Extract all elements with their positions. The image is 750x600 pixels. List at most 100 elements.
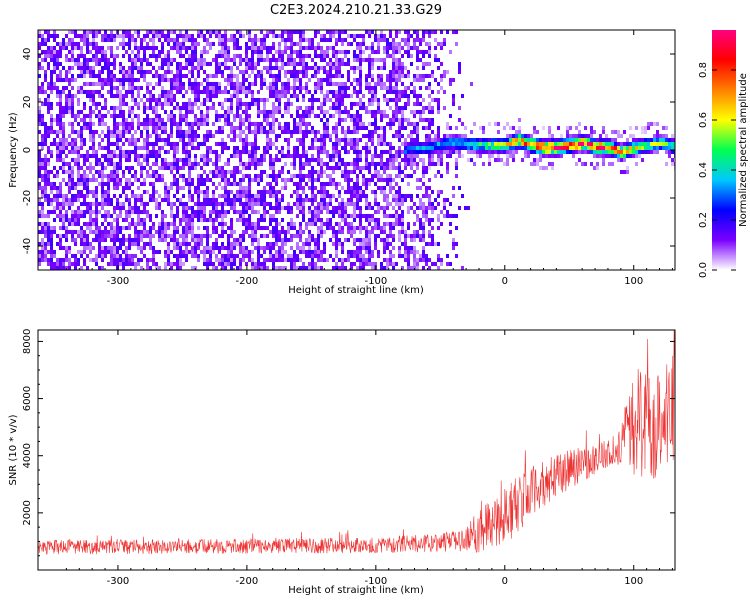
heatmap-cell <box>245 226 248 230</box>
heatmap-cell <box>260 162 263 166</box>
heatmap-cell <box>116 94 119 98</box>
heatmap-cell <box>71 94 74 98</box>
heatmap-cell <box>80 74 83 78</box>
heatmap-cell <box>356 246 359 250</box>
heatmap-cell <box>377 162 380 166</box>
heatmap-cell <box>299 258 302 262</box>
heatmap-cell <box>200 34 203 38</box>
heatmap-cell <box>413 142 416 146</box>
heatmap-cell <box>194 54 197 58</box>
heatmap-cell <box>233 182 236 186</box>
heatmap-cell <box>83 66 86 70</box>
heatmap-cell <box>239 30 242 34</box>
heatmap-cell <box>431 130 434 134</box>
heatmap-cell <box>134 266 137 270</box>
heatmap-cell <box>131 174 134 178</box>
heatmap-cell <box>437 146 440 150</box>
heatmap-cell <box>140 222 143 226</box>
heatmap-cell <box>158 150 161 154</box>
heatmap-cell <box>332 34 335 38</box>
heatmap-cell <box>380 174 383 178</box>
heatmap-cell <box>149 230 152 234</box>
heatmap-cell <box>272 74 275 78</box>
heatmap-cell <box>173 154 176 158</box>
heatmap-cell <box>332 30 335 34</box>
heatmap-cell <box>272 54 275 58</box>
heatmap-cell <box>95 42 98 46</box>
heatmap-cell <box>422 234 425 238</box>
heatmap-cell <box>149 30 152 34</box>
heatmap-cell <box>413 130 416 134</box>
heatmap-cell <box>242 222 245 226</box>
heatmap-cell <box>419 186 422 190</box>
heatmap-cell <box>395 82 398 86</box>
heatmap-cell <box>335 62 338 66</box>
heatmap-cell <box>98 78 101 82</box>
heatmap-cell <box>38 30 41 34</box>
heatmap-cell <box>155 46 158 50</box>
heatmap-cell <box>299 142 302 146</box>
heatmap-cell <box>407 142 410 146</box>
heatmap-cell <box>257 70 260 74</box>
heatmap-cell <box>317 174 320 178</box>
heatmap-cell <box>62 226 65 230</box>
heatmap-cell <box>44 162 47 166</box>
heatmap-cell <box>38 150 41 154</box>
heatmap-cell <box>209 250 212 254</box>
heatmap-cell <box>77 54 80 58</box>
heatmap-cell <box>338 190 341 194</box>
heatmap-cell <box>182 254 185 258</box>
heatmap-cell <box>83 238 86 242</box>
heatmap-cell <box>311 130 314 134</box>
heatmap-cell <box>278 238 281 242</box>
heatmap-cell <box>296 146 299 150</box>
heatmap-cell <box>230 94 233 98</box>
heatmap-cell <box>161 174 164 178</box>
heatmap-cell <box>116 126 119 130</box>
heatmap-cell <box>116 226 119 230</box>
heatmap-cell <box>62 114 65 118</box>
heatmap-cell <box>326 98 329 102</box>
heatmap-cell <box>53 266 56 270</box>
heatmap-cell <box>47 214 50 218</box>
heatmap-cell <box>434 98 437 102</box>
heatmap-cell <box>215 82 218 86</box>
heatmap-cell <box>332 150 335 154</box>
heatmap-cell <box>374 222 377 226</box>
heatmap-cell <box>125 130 128 134</box>
heatmap-cell <box>161 130 164 134</box>
heatmap-cell <box>92 194 95 198</box>
heatmap-cell <box>374 82 377 86</box>
heatmap-cell <box>230 226 233 230</box>
heatmap-cell <box>245 94 248 98</box>
heatmap-cell <box>431 138 434 142</box>
heatmap-cell <box>401 82 404 86</box>
heatmap-cell <box>377 106 380 110</box>
heatmap-cell <box>53 254 56 258</box>
heatmap-cell <box>239 118 242 122</box>
heatmap-cell <box>140 234 143 238</box>
heatmap-cell <box>101 162 104 166</box>
heatmap-cell <box>410 90 413 94</box>
heatmap-cell <box>206 186 209 190</box>
heatmap-cell <box>209 246 212 250</box>
heatmap-cell <box>62 218 65 222</box>
heatmap-cell <box>200 154 203 158</box>
heatmap-cell <box>59 158 62 162</box>
heatmap-cell <box>170 70 173 74</box>
heatmap-cell <box>398 154 401 158</box>
heatmap-cell <box>245 254 248 258</box>
heatmap-cell <box>338 70 341 74</box>
heatmap-cell <box>308 266 311 270</box>
heatmap-cell <box>371 130 374 134</box>
heatmap-cell <box>323 134 326 138</box>
heatmap-cell <box>188 230 191 234</box>
heatmap-cell <box>269 30 272 34</box>
heatmap-cell <box>131 138 134 142</box>
heatmap-cell <box>437 194 440 198</box>
heatmap-cell <box>170 94 173 98</box>
heatmap-cell <box>137 262 140 266</box>
heatmap-cell <box>239 218 242 222</box>
heatmap-cell <box>191 82 194 86</box>
heatmap-cell <box>191 42 194 46</box>
